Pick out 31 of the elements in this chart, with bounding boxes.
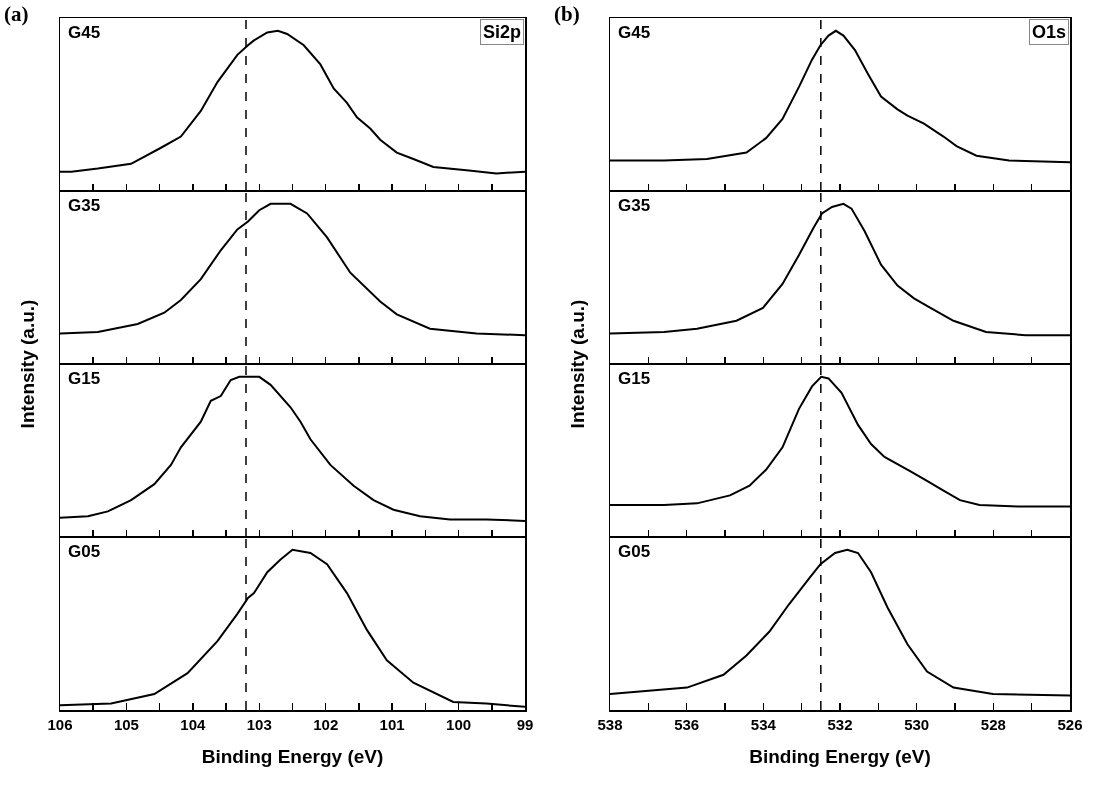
x-tick-label: 106 (47, 715, 73, 733)
x-tick-label: 526 (1057, 715, 1083, 733)
x-tick-label: 536 (674, 715, 700, 733)
x-tick-label: 100 (446, 715, 472, 733)
annotation: G35 (618, 196, 651, 215)
chart-title: (b) (554, 2, 580, 27)
annotation: G15 (68, 369, 101, 388)
annotation: O1s (1032, 22, 1067, 42)
x-tick-label: 532 (827, 715, 853, 733)
y-axis-title: Intensity (a.u.) (567, 299, 589, 429)
annotation: G45 (68, 23, 101, 42)
annotation: G15 (618, 369, 651, 388)
annotation: G05 (68, 542, 101, 561)
x-tick-label: 534 (750, 715, 777, 733)
y-axis-title: Intensity (a.u.) (17, 299, 39, 429)
annotation: Si2p (483, 22, 522, 42)
x-tick-label: 102 (313, 715, 339, 733)
chart-title: (a) (4, 2, 29, 27)
annotation: G45 (618, 23, 651, 42)
x-tick-label: 101 (379, 715, 405, 733)
annotation: G05 (618, 542, 651, 561)
x-tick-label: 105 (113, 715, 139, 733)
x-axis-title: Binding Energy (eV) (201, 746, 384, 768)
x-tick-label: 99 (516, 715, 534, 733)
x-axis-title: Binding Energy (eV) (749, 746, 931, 768)
x-tick-label: 104 (180, 715, 207, 733)
x-tick-label: 530 (904, 715, 930, 733)
x-tick-label: 538 (597, 715, 623, 733)
annotation: G35 (68, 196, 101, 215)
x-tick-label: 528 (980, 715, 1006, 733)
x-tick-label: 103 (246, 715, 272, 733)
